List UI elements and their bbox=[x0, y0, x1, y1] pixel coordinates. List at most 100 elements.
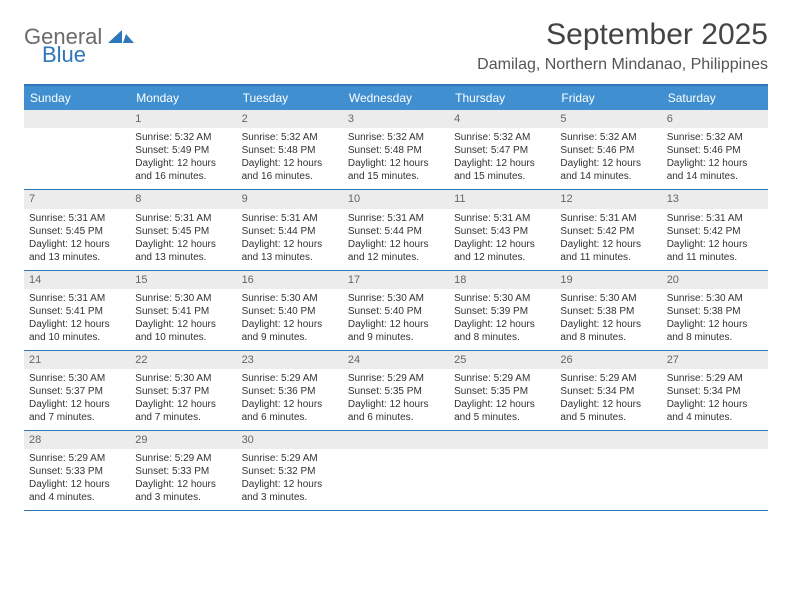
daylight-line2: and 7 minutes. bbox=[29, 411, 125, 424]
day-body: Sunrise: 5:30 AMSunset: 5:40 PMDaylight:… bbox=[237, 289, 343, 350]
day-body: Sunrise: 5:32 AMSunset: 5:49 PMDaylight:… bbox=[130, 128, 236, 189]
daylight-line1: Daylight: 12 hours bbox=[135, 238, 231, 251]
week-row: 21Sunrise: 5:30 AMSunset: 5:37 PMDayligh… bbox=[24, 351, 768, 431]
day-number: 14 bbox=[24, 271, 130, 289]
day-number: 29 bbox=[130, 431, 236, 449]
sunset-text: Sunset: 5:36 PM bbox=[242, 385, 338, 398]
day-cell: 12Sunrise: 5:31 AMSunset: 5:42 PMDayligh… bbox=[555, 190, 661, 269]
sunset-text: Sunset: 5:40 PM bbox=[242, 305, 338, 318]
daylight-line2: and 11 minutes. bbox=[560, 251, 656, 264]
day-number: 27 bbox=[662, 351, 768, 369]
day-body: Sunrise: 5:32 AMSunset: 5:48 PMDaylight:… bbox=[343, 128, 449, 189]
day-number: 12 bbox=[555, 190, 661, 208]
sunset-text: Sunset: 5:39 PM bbox=[454, 305, 550, 318]
day-number: 13 bbox=[662, 190, 768, 208]
daylight-line1: Daylight: 12 hours bbox=[242, 157, 338, 170]
sunset-text: Sunset: 5:46 PM bbox=[560, 144, 656, 157]
day-number: 25 bbox=[449, 351, 555, 369]
sunset-text: Sunset: 5:33 PM bbox=[135, 465, 231, 478]
day-number: 7 bbox=[24, 190, 130, 208]
daylight-line2: and 3 minutes. bbox=[135, 491, 231, 504]
day-body: Sunrise: 5:29 AMSunset: 5:35 PMDaylight:… bbox=[343, 369, 449, 430]
day-number: 28 bbox=[24, 431, 130, 449]
sunrise-text: Sunrise: 5:29 AM bbox=[454, 372, 550, 385]
sunset-text: Sunset: 5:43 PM bbox=[454, 225, 550, 238]
day-body: Sunrise: 5:30 AMSunset: 5:37 PMDaylight:… bbox=[24, 369, 130, 430]
dow-saturday: Saturday bbox=[662, 86, 768, 110]
day-body: Sunrise: 5:32 AMSunset: 5:46 PMDaylight:… bbox=[555, 128, 661, 189]
day-number: 1 bbox=[130, 110, 236, 128]
daylight-line2: and 4 minutes. bbox=[667, 411, 763, 424]
sunrise-text: Sunrise: 5:29 AM bbox=[667, 372, 763, 385]
daylight-line1: Daylight: 12 hours bbox=[560, 157, 656, 170]
day-cell: 29Sunrise: 5:29 AMSunset: 5:33 PMDayligh… bbox=[130, 431, 236, 510]
daylight-line1: Daylight: 12 hours bbox=[560, 398, 656, 411]
day-cell: 2Sunrise: 5:32 AMSunset: 5:48 PMDaylight… bbox=[237, 110, 343, 189]
sunrise-text: Sunrise: 5:31 AM bbox=[560, 212, 656, 225]
sunrise-text: Sunrise: 5:32 AM bbox=[348, 131, 444, 144]
day-cell: 9Sunrise: 5:31 AMSunset: 5:44 PMDaylight… bbox=[237, 190, 343, 269]
daylight-line2: and 9 minutes. bbox=[242, 331, 338, 344]
day-cell bbox=[343, 431, 449, 510]
sunrise-text: Sunrise: 5:30 AM bbox=[667, 292, 763, 305]
sunset-text: Sunset: 5:44 PM bbox=[348, 225, 444, 238]
sunset-text: Sunset: 5:32 PM bbox=[242, 465, 338, 478]
daylight-line1: Daylight: 12 hours bbox=[135, 398, 231, 411]
day-number: 21 bbox=[24, 351, 130, 369]
day-cell: 11Sunrise: 5:31 AMSunset: 5:43 PMDayligh… bbox=[449, 190, 555, 269]
daylight-line1: Daylight: 12 hours bbox=[29, 318, 125, 331]
day-number: 5 bbox=[555, 110, 661, 128]
day-number: 22 bbox=[130, 351, 236, 369]
dow-friday: Friday bbox=[555, 86, 661, 110]
daylight-line2: and 16 minutes. bbox=[135, 170, 231, 183]
sunrise-text: Sunrise: 5:29 AM bbox=[242, 372, 338, 385]
day-cell: 25Sunrise: 5:29 AMSunset: 5:35 PMDayligh… bbox=[449, 351, 555, 430]
daylight-line2: and 6 minutes. bbox=[242, 411, 338, 424]
day-cell: 27Sunrise: 5:29 AMSunset: 5:34 PMDayligh… bbox=[662, 351, 768, 430]
sunrise-text: Sunrise: 5:31 AM bbox=[135, 212, 231, 225]
week-row: 14Sunrise: 5:31 AMSunset: 5:41 PMDayligh… bbox=[24, 271, 768, 351]
sunset-text: Sunset: 5:38 PM bbox=[560, 305, 656, 318]
day-cell: 22Sunrise: 5:30 AMSunset: 5:37 PMDayligh… bbox=[130, 351, 236, 430]
sunrise-text: Sunrise: 5:30 AM bbox=[29, 372, 125, 385]
sunrise-text: Sunrise: 5:31 AM bbox=[29, 212, 125, 225]
day-cell: 7Sunrise: 5:31 AMSunset: 5:45 PMDaylight… bbox=[24, 190, 130, 269]
location-label: Damilag, Northern Mindanao, Philippines bbox=[477, 56, 768, 74]
title-block: September 2025 Damilag, Northern Mindana… bbox=[477, 18, 768, 74]
day-body: Sunrise: 5:30 AMSunset: 5:39 PMDaylight:… bbox=[449, 289, 555, 350]
sunset-text: Sunset: 5:40 PM bbox=[348, 305, 444, 318]
daylight-line1: Daylight: 12 hours bbox=[560, 318, 656, 331]
day-body: Sunrise: 5:31 AMSunset: 5:45 PMDaylight:… bbox=[24, 209, 130, 270]
daylight-line2: and 8 minutes. bbox=[667, 331, 763, 344]
sunset-text: Sunset: 5:45 PM bbox=[29, 225, 125, 238]
day-number: 11 bbox=[449, 190, 555, 208]
daylight-line2: and 8 minutes. bbox=[454, 331, 550, 344]
daylight-line1: Daylight: 12 hours bbox=[454, 398, 550, 411]
daylight-line2: and 12 minutes. bbox=[454, 251, 550, 264]
daylight-line1: Daylight: 12 hours bbox=[242, 398, 338, 411]
daylight-line2: and 4 minutes. bbox=[29, 491, 125, 504]
calendar-page: General Blue September 2025 Damilag, Nor… bbox=[0, 0, 792, 529]
sunrise-text: Sunrise: 5:30 AM bbox=[454, 292, 550, 305]
day-number: 24 bbox=[343, 351, 449, 369]
day-body: Sunrise: 5:29 AMSunset: 5:33 PMDaylight:… bbox=[130, 449, 236, 510]
daylight-line1: Daylight: 12 hours bbox=[29, 398, 125, 411]
sunset-text: Sunset: 5:48 PM bbox=[242, 144, 338, 157]
daylight-line1: Daylight: 12 hours bbox=[29, 478, 125, 491]
day-number: 4 bbox=[449, 110, 555, 128]
sunset-text: Sunset: 5:47 PM bbox=[454, 144, 550, 157]
day-cell: 30Sunrise: 5:29 AMSunset: 5:32 PMDayligh… bbox=[237, 431, 343, 510]
sunset-text: Sunset: 5:42 PM bbox=[667, 225, 763, 238]
daylight-line2: and 14 minutes. bbox=[667, 170, 763, 183]
day-body: Sunrise: 5:32 AMSunset: 5:46 PMDaylight:… bbox=[662, 128, 768, 189]
sunset-text: Sunset: 5:42 PM bbox=[560, 225, 656, 238]
day-cell bbox=[24, 110, 130, 189]
sunrise-text: Sunrise: 5:31 AM bbox=[242, 212, 338, 225]
sunrise-text: Sunrise: 5:32 AM bbox=[667, 131, 763, 144]
day-cell: 16Sunrise: 5:30 AMSunset: 5:40 PMDayligh… bbox=[237, 271, 343, 350]
day-cell: 15Sunrise: 5:30 AMSunset: 5:41 PMDayligh… bbox=[130, 271, 236, 350]
sunrise-text: Sunrise: 5:30 AM bbox=[560, 292, 656, 305]
dow-tuesday: Tuesday bbox=[237, 86, 343, 110]
day-cell: 3Sunrise: 5:32 AMSunset: 5:48 PMDaylight… bbox=[343, 110, 449, 189]
sunset-text: Sunset: 5:41 PM bbox=[29, 305, 125, 318]
